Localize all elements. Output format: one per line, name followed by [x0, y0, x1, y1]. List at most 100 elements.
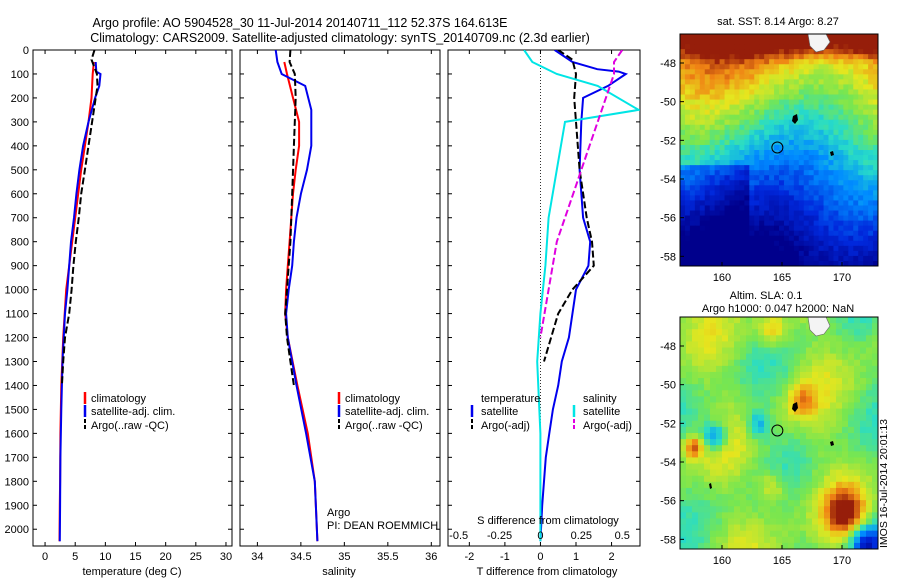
heatmap-cell [694, 260, 701, 266]
heatmap-cell [853, 64, 859, 70]
heatmap-cell [860, 536, 867, 544]
heatmap-cell [754, 185, 760, 191]
heatmap-cell [788, 494, 795, 501]
heatmap-cell [704, 506, 711, 513]
heatmap-cell [749, 104, 755, 111]
heatmap-cell [798, 160, 805, 166]
heatmap-cell [866, 530, 873, 538]
heatmap-cell [698, 536, 705, 544]
heatmap-cell [838, 160, 844, 166]
heatmap-cell [694, 129, 701, 136]
heatmap-cell [823, 190, 830, 196]
heatmap-cell [779, 170, 785, 176]
heatmap-cell [848, 59, 854, 65]
heatmap-cell [854, 451, 861, 459]
heatmap-cell [873, 139, 878, 146]
heatmap-cell [848, 34, 854, 40]
heatmap-cell [838, 89, 844, 96]
heatmap-cell [812, 414, 819, 422]
heatmap-cell [734, 180, 740, 186]
heatmap-cell [722, 384, 729, 391]
heatmap-cell [813, 240, 820, 247]
heatmap-cell [724, 49, 731, 55]
heatmap-cell [709, 155, 716, 161]
heatmap-cell [754, 109, 760, 116]
heatmap-cell [704, 341, 711, 349]
heatmap-cell [866, 439, 873, 446]
heatmap-cell [749, 139, 755, 146]
heatmap-cell [848, 475, 855, 483]
heatmap-cell [710, 530, 717, 538]
heatmap-cell [754, 119, 760, 126]
heatmap-cell [808, 230, 815, 237]
heatmap-cell [699, 205, 706, 212]
heatmap-cell [858, 39, 864, 45]
heatmap-cell [833, 225, 839, 232]
heatmap-cell [833, 79, 839, 86]
heatmap-cell [728, 530, 735, 538]
heatmap-cell [863, 155, 869, 161]
heatmap-cell [709, 139, 716, 146]
heatmap-cell [684, 89, 691, 96]
heatmap-cell [734, 451, 741, 459]
heatmap-cell [770, 439, 777, 446]
heatmap-cell [818, 341, 825, 349]
heatmap-cell [803, 144, 810, 151]
heatmap-cell [808, 109, 815, 116]
heatmap-cell [774, 180, 780, 186]
heatmap-cell [873, 255, 878, 262]
heatmap-cell [793, 160, 800, 166]
heatmap-cell [694, 255, 701, 262]
heatmap-cell [734, 170, 740, 176]
heatmap-cell [779, 84, 785, 91]
heatmap-cell [854, 359, 861, 367]
heatmap-cell [686, 402, 693, 410]
heatmap-cell [782, 329, 789, 336]
heatmap-cell [812, 353, 819, 361]
heatmap-cell [776, 359, 783, 367]
heatmap-cell [873, 210, 878, 217]
heatmap-cell [698, 506, 705, 513]
heatmap-cell [788, 49, 795, 55]
heatmap-cell [704, 542, 711, 549]
heatmap-cell [754, 160, 760, 166]
heatmap-cell [754, 39, 760, 45]
heatmap-cell [800, 481, 807, 489]
heatmap-cell [806, 329, 813, 336]
heatmap-cell [754, 59, 760, 65]
heatmap-cell [754, 205, 760, 212]
heatmap-cell [749, 44, 755, 50]
heatmap-cell [779, 250, 785, 257]
heatmap-cell [848, 536, 855, 544]
heatmap-cell [770, 494, 777, 501]
heatmap-cell [838, 74, 844, 80]
heatmap-cell [788, 170, 795, 176]
heatmap-cell [749, 240, 755, 247]
heatmap-cell [842, 329, 849, 336]
heatmap-cell [769, 250, 775, 257]
heatmap-cell [813, 155, 820, 161]
heatmap-cell [699, 220, 706, 227]
heatmap-cell [770, 524, 777, 532]
heatmap-cell [848, 180, 854, 186]
map-y-tick-label: -54 [660, 457, 676, 469]
heatmap-cell [776, 426, 783, 434]
heatmap-cell [769, 104, 775, 111]
heatmap-cell [824, 329, 831, 336]
heatmap-cell [709, 144, 716, 151]
heatmap-cell [734, 34, 740, 40]
heatmap-cell [836, 353, 843, 361]
heatmap-cell [692, 390, 699, 397]
heatmap-cell [689, 255, 696, 262]
heatmap-cell [824, 524, 831, 532]
heatmap-cell [698, 414, 705, 422]
heatmap-cell [798, 250, 805, 257]
x-tick-label: -1 [500, 551, 510, 563]
heatmap-cell [744, 215, 750, 222]
heatmap-cell [774, 104, 780, 111]
heatmap-cell [699, 69, 706, 75]
heatmap-cell [818, 144, 825, 151]
heatmap-cell [868, 155, 874, 161]
heatmap-cell [860, 469, 867, 477]
heatmap-cell [833, 94, 839, 101]
